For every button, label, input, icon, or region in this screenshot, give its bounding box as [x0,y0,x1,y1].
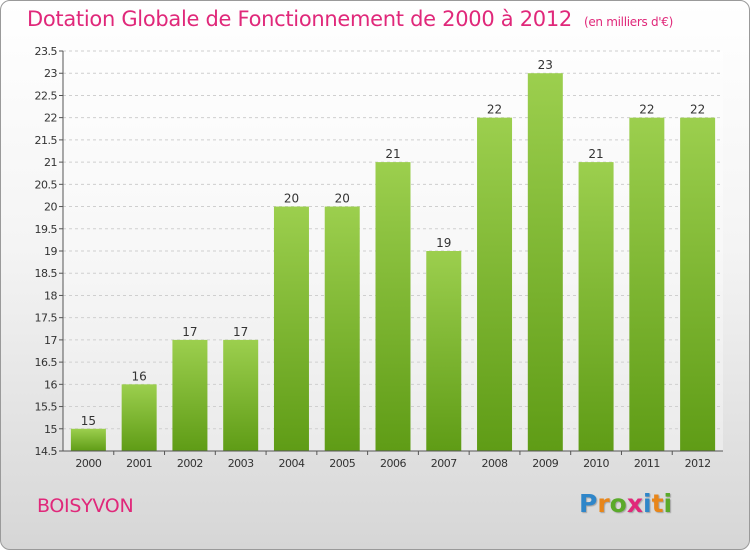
bar-value-label: 23 [538,58,553,72]
bar-value-label: 22 [639,103,654,117]
y-tick-label: 20.5 [35,178,58,191]
y-tick-label: 21 [44,156,57,169]
bar [680,117,716,452]
bar-value-label: 22 [487,103,502,117]
logo-letter: i [643,489,652,518]
y-tick-label: 23.5 [35,45,58,58]
y-tick-label: 17.5 [35,312,58,325]
y-axis: 14.5 15 15.5 16 16.5 17 17.5 18 18.5 19 19.5 20 20.5… [35,45,64,458]
x-tick-label: 2002 [177,457,203,470]
logo-letter: x [626,489,643,518]
bar [121,384,157,451]
y-tick-label: 18.5 [35,267,58,280]
y-tick-label: 18 [44,289,57,302]
y-tick-label: 16.5 [35,356,58,369]
y-tick-label: 21.5 [35,134,58,147]
logo-letter: t [651,489,664,518]
x-tick-label: 2000 [75,457,101,470]
bar [426,251,462,451]
y-tick-label: 20 [44,201,57,214]
y-tick-label: 15.5 [35,401,58,414]
x-tick-label: 2009 [532,457,558,470]
x-tick-label: 2005 [329,457,355,470]
x-axis: 2000 2001 2002 2003 2004 2005 2006 2007 2008 2009… [63,450,723,470]
bar [629,117,665,452]
bar [477,117,513,452]
bar [70,428,106,451]
chart-subtitle: (en milliers d'€) [583,15,673,29]
y-tick-label: 16 [44,378,57,391]
bar [324,206,360,451]
proxiti-logo[interactable]: Proxiti [579,489,672,518]
commune-name: BOISYVON [37,495,134,517]
x-tick-label: 2003 [228,457,254,470]
y-tick-label: 22 [44,112,57,125]
chart-title-text: Dotation Globale de Fonctionnement de 20… [27,7,572,31]
x-tick-label: 2006 [380,457,406,470]
logo-letter: o [609,489,627,518]
bar-value-label: 17 [233,325,248,339]
logo-letter: r [597,489,610,518]
x-tick-label: 2012 [685,457,711,470]
logo-letter: P [579,489,598,518]
y-tick-label: 19.5 [35,223,58,236]
x-tick-label: 2001 [126,457,152,470]
bar-value-label: 21 [385,147,400,161]
bar-value-label: 19 [436,236,451,250]
x-tick-label: 2010 [583,457,609,470]
y-tick-label: 19 [44,245,57,258]
bar [273,206,309,451]
bars: 15 16 17 17 20 20 21 19 22 23 21 22 22 [70,58,716,452]
bar-value-label: 15 [81,414,96,428]
bar [375,162,411,451]
bar [172,339,208,451]
logo-letter: i [663,489,673,518]
bar-value-label: 20 [335,192,350,206]
y-tick-label: 17 [44,334,57,347]
chart-title: Dotation Globale de Fonctionnement de 20… [27,7,673,31]
y-tick-label: 22.5 [35,89,58,102]
bar-value-label: 22 [690,103,705,117]
bar-value-label: 16 [132,369,147,383]
x-tick-label: 2008 [482,457,508,470]
x-tick-label: 2007 [431,457,457,470]
bar [527,73,563,451]
bar-value-label: 17 [182,325,197,339]
x-tick-label: 2011 [634,457,660,470]
x-tick-label: 2004 [278,457,304,470]
bar [223,339,259,451]
bar-value-label: 21 [588,147,603,161]
y-tick-label: 15 [44,423,57,436]
bar [578,162,614,451]
bar-value-label: 20 [284,192,299,206]
y-tick-label: 23 [44,67,57,80]
y-tick-label: 14.5 [35,445,58,458]
